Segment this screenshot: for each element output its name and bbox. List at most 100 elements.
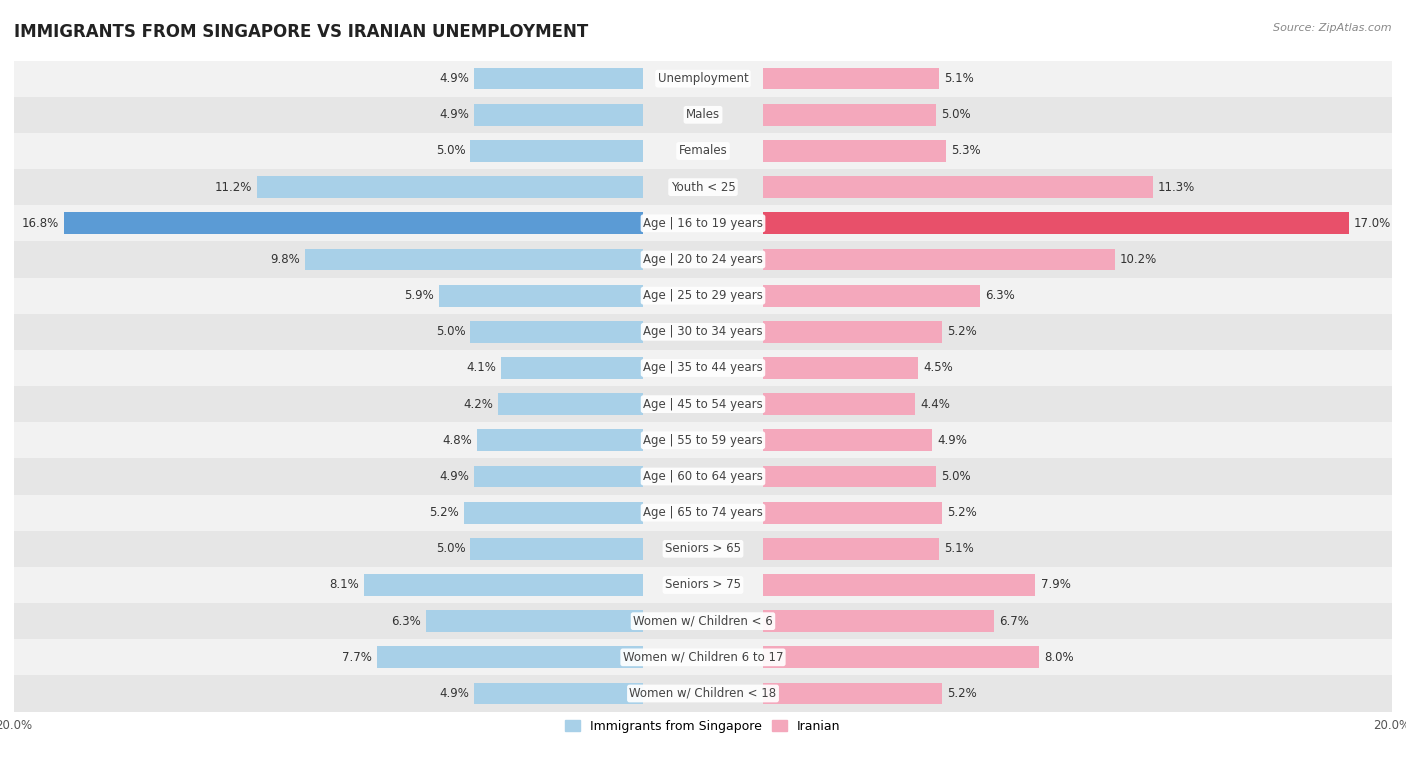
Bar (471, 140, 643, 162)
Bar (14, 459, 1392, 494)
Text: 4.9%: 4.9% (439, 687, 468, 700)
Bar (474, 68, 643, 89)
Bar (14, 567, 1392, 603)
Text: Women w/ Children < 6: Women w/ Children < 6 (633, 615, 773, 628)
Bar (14, 97, 1392, 133)
Bar (763, 285, 980, 307)
Bar (478, 429, 643, 451)
Text: 4.4%: 4.4% (920, 397, 950, 410)
Bar (763, 68, 939, 89)
Text: Age | 65 to 74 years: Age | 65 to 74 years (643, 506, 763, 519)
Bar (763, 466, 935, 488)
Bar (14, 531, 1392, 567)
Text: 4.9%: 4.9% (439, 470, 468, 483)
Bar (14, 494, 1392, 531)
Text: 4.1%: 4.1% (467, 362, 496, 375)
Text: Women w/ Children < 18: Women w/ Children < 18 (630, 687, 776, 700)
Bar (474, 683, 643, 704)
Bar (763, 357, 918, 378)
Text: Females: Females (679, 145, 727, 157)
Bar (502, 357, 643, 378)
Text: 6.3%: 6.3% (986, 289, 1015, 302)
Text: Age | 45 to 54 years: Age | 45 to 54 years (643, 397, 763, 410)
Text: Males: Males (686, 108, 720, 121)
Text: 5.3%: 5.3% (950, 145, 980, 157)
Text: Age | 30 to 34 years: Age | 30 to 34 years (643, 326, 763, 338)
Bar (305, 248, 643, 270)
Text: 5.0%: 5.0% (436, 326, 465, 338)
Text: 7.9%: 7.9% (1040, 578, 1070, 591)
Text: 6.3%: 6.3% (391, 615, 420, 628)
Bar (364, 574, 643, 596)
Text: 5.1%: 5.1% (945, 72, 974, 85)
Text: 16.8%: 16.8% (21, 217, 59, 230)
Text: Age | 60 to 64 years: Age | 60 to 64 years (643, 470, 763, 483)
Bar (464, 502, 643, 524)
Text: 5.2%: 5.2% (429, 506, 458, 519)
Text: 8.1%: 8.1% (329, 578, 359, 591)
Bar (14, 241, 1392, 278)
Bar (763, 213, 1348, 234)
Bar (14, 169, 1392, 205)
Bar (763, 394, 915, 415)
Bar (763, 683, 942, 704)
Text: Age | 25 to 29 years: Age | 25 to 29 years (643, 289, 763, 302)
Bar (257, 176, 643, 198)
Bar (14, 639, 1392, 675)
Text: 5.9%: 5.9% (405, 289, 434, 302)
Bar (440, 285, 643, 307)
Text: 5.0%: 5.0% (436, 145, 465, 157)
Bar (65, 213, 643, 234)
Text: 5.2%: 5.2% (948, 326, 977, 338)
Text: 5.2%: 5.2% (948, 687, 977, 700)
Bar (426, 610, 643, 632)
Text: 4.2%: 4.2% (463, 397, 494, 410)
Bar (763, 176, 1153, 198)
Bar (474, 466, 643, 488)
Bar (14, 61, 1392, 97)
Text: 4.9%: 4.9% (938, 434, 967, 447)
Legend: Immigrants from Singapore, Iranian: Immigrants from Singapore, Iranian (561, 715, 845, 738)
Text: 4.9%: 4.9% (439, 72, 468, 85)
Text: Source: ZipAtlas.com: Source: ZipAtlas.com (1274, 23, 1392, 33)
Text: 11.3%: 11.3% (1157, 181, 1195, 194)
Text: 10.2%: 10.2% (1119, 253, 1157, 266)
Bar (14, 278, 1392, 313)
Text: 6.7%: 6.7% (1000, 615, 1029, 628)
Bar (14, 422, 1392, 459)
Bar (763, 140, 946, 162)
Text: 8.0%: 8.0% (1045, 651, 1074, 664)
Bar (14, 386, 1392, 422)
Text: 11.2%: 11.2% (214, 181, 252, 194)
Bar (471, 538, 643, 559)
Text: 5.1%: 5.1% (945, 542, 974, 556)
Text: Age | 55 to 59 years: Age | 55 to 59 years (643, 434, 763, 447)
Bar (763, 574, 1035, 596)
Bar (471, 321, 643, 343)
Text: 9.8%: 9.8% (270, 253, 299, 266)
Text: Age | 16 to 19 years: Age | 16 to 19 years (643, 217, 763, 230)
Text: Age | 20 to 24 years: Age | 20 to 24 years (643, 253, 763, 266)
Text: Seniors > 65: Seniors > 65 (665, 542, 741, 556)
Text: IMMIGRANTS FROM SINGAPORE VS IRANIAN UNEMPLOYMENT: IMMIGRANTS FROM SINGAPORE VS IRANIAN UNE… (14, 23, 588, 41)
Text: Unemployment: Unemployment (658, 72, 748, 85)
Text: 7.7%: 7.7% (343, 651, 373, 664)
Bar (763, 646, 1039, 668)
Bar (763, 429, 932, 451)
Text: Age | 35 to 44 years: Age | 35 to 44 years (643, 362, 763, 375)
Bar (763, 538, 939, 559)
Text: Seniors > 75: Seniors > 75 (665, 578, 741, 591)
Bar (14, 350, 1392, 386)
Text: 4.9%: 4.9% (439, 108, 468, 121)
Text: 4.8%: 4.8% (443, 434, 472, 447)
Text: 5.0%: 5.0% (941, 470, 970, 483)
Bar (14, 675, 1392, 712)
Bar (474, 104, 643, 126)
Bar (763, 502, 942, 524)
Text: 5.0%: 5.0% (436, 542, 465, 556)
Text: Women w/ Children 6 to 17: Women w/ Children 6 to 17 (623, 651, 783, 664)
Text: 5.2%: 5.2% (948, 506, 977, 519)
Text: 17.0%: 17.0% (1354, 217, 1392, 230)
Bar (763, 610, 994, 632)
Bar (498, 394, 643, 415)
